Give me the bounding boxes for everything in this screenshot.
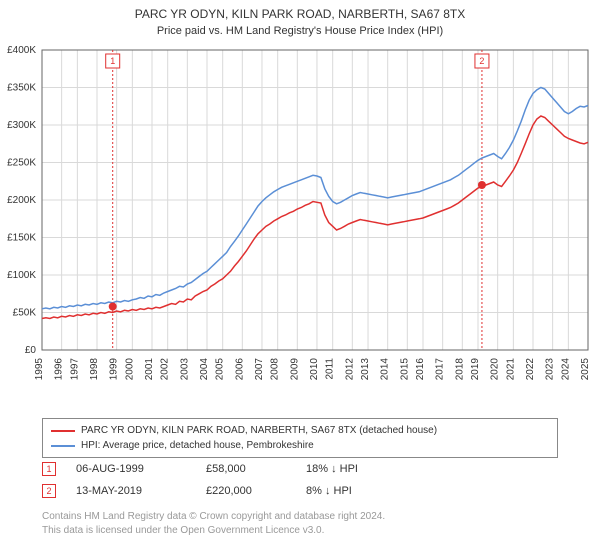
svg-text:2022: 2022 bbox=[525, 358, 536, 381]
legend-swatch bbox=[51, 430, 75, 432]
event-marker-icon: 2 bbox=[42, 484, 56, 498]
chart-svg: £0 £50K £100K £150K £200K £250K £300K £350K £400… bbox=[0, 40, 600, 410]
svg-text:£350K: £350K bbox=[7, 83, 36, 94]
legend-label: PARC YR ODYN, KILN PARK ROAD, NARBERTH, … bbox=[81, 423, 437, 438]
svg-text:2018: 2018 bbox=[454, 358, 465, 381]
event-pct: 18% ↓ HPI bbox=[306, 463, 386, 475]
event-date: 13-MAY-2019 bbox=[76, 485, 206, 497]
svg-text:2024: 2024 bbox=[560, 358, 571, 381]
footer-attribution: Contains HM Land Registry data © Crown c… bbox=[42, 510, 385, 538]
svg-text:1: 1 bbox=[110, 56, 115, 66]
svg-text:1996: 1996 bbox=[54, 358, 65, 381]
svg-text:2017: 2017 bbox=[435, 358, 446, 381]
legend-row: HPI: Average price, detached house, Pemb… bbox=[51, 438, 549, 453]
event-price: £58,000 bbox=[206, 463, 306, 475]
event-row: 1 06-AUG-1999 £58,000 18% ↓ HPI bbox=[42, 458, 386, 480]
svg-text:2019: 2019 bbox=[470, 358, 481, 381]
svg-text:2020: 2020 bbox=[490, 358, 501, 381]
svg-text:2013: 2013 bbox=[360, 358, 371, 381]
svg-text:1995: 1995 bbox=[34, 358, 45, 381]
footer-line: Contains HM Land Registry data © Crown c… bbox=[42, 510, 385, 524]
svg-text:2025: 2025 bbox=[580, 358, 591, 381]
chart-title: PARC YR ODYN, KILN PARK ROAD, NARBERTH, … bbox=[0, 0, 600, 23]
svg-text:£250K: £250K bbox=[7, 158, 36, 169]
svg-text:2023: 2023 bbox=[545, 358, 556, 381]
svg-text:2008: 2008 bbox=[270, 358, 281, 381]
event-price: £220,000 bbox=[206, 485, 306, 497]
svg-text:2006: 2006 bbox=[234, 358, 245, 381]
svg-text:2011: 2011 bbox=[325, 358, 336, 380]
svg-text:1998: 1998 bbox=[89, 358, 100, 381]
legend-label: HPI: Average price, detached house, Pemb… bbox=[81, 438, 314, 453]
svg-text:2010: 2010 bbox=[309, 358, 320, 381]
legend-box: PARC YR ODYN, KILN PARK ROAD, NARBERTH, … bbox=[42, 418, 558, 458]
svg-text:£150K: £150K bbox=[7, 233, 36, 244]
svg-text:2007: 2007 bbox=[254, 358, 265, 381]
event-marker-icon: 1 bbox=[42, 462, 56, 476]
svg-text:£100K: £100K bbox=[7, 270, 36, 281]
svg-text:2004: 2004 bbox=[199, 358, 210, 381]
footer-line: This data is licensed under the Open Gov… bbox=[42, 524, 385, 538]
events-table: 1 06-AUG-1999 £58,000 18% ↓ HPI 2 13-MAY… bbox=[42, 458, 386, 502]
svg-text:£300K: £300K bbox=[7, 120, 36, 131]
svg-text:2000: 2000 bbox=[124, 358, 135, 381]
chart-container: PARC YR ODYN, KILN PARK ROAD, NARBERTH, … bbox=[0, 0, 600, 560]
svg-text:£50K: £50K bbox=[13, 308, 37, 319]
svg-text:2012: 2012 bbox=[344, 358, 355, 381]
chart-subtitle: Price paid vs. HM Land Registry's House … bbox=[0, 23, 600, 37]
svg-text:2005: 2005 bbox=[215, 358, 226, 381]
svg-text:£200K: £200K bbox=[7, 195, 36, 206]
svg-text:2003: 2003 bbox=[179, 358, 190, 381]
svg-text:2014: 2014 bbox=[380, 358, 391, 381]
legend-swatch bbox=[51, 445, 75, 447]
chart-plot-area: £0 £50K £100K £150K £200K £250K £300K £350K £400… bbox=[0, 40, 600, 410]
event-row: 2 13-MAY-2019 £220,000 8% ↓ HPI bbox=[42, 480, 386, 502]
event-date: 06-AUG-1999 bbox=[76, 463, 206, 475]
svg-text:1999: 1999 bbox=[109, 358, 120, 381]
svg-text:2001: 2001 bbox=[144, 358, 155, 381]
svg-text:2002: 2002 bbox=[160, 358, 171, 381]
event-pct: 8% ↓ HPI bbox=[306, 485, 386, 497]
svg-text:2021: 2021 bbox=[505, 358, 516, 381]
svg-text:£0: £0 bbox=[25, 345, 37, 356]
svg-text:2016: 2016 bbox=[415, 358, 426, 381]
svg-text:£400K: £400K bbox=[7, 45, 36, 56]
svg-text:2: 2 bbox=[479, 56, 484, 66]
legend-row: PARC YR ODYN, KILN PARK ROAD, NARBERTH, … bbox=[51, 423, 549, 438]
svg-text:1997: 1997 bbox=[69, 358, 80, 381]
svg-text:2015: 2015 bbox=[399, 358, 410, 381]
svg-text:2009: 2009 bbox=[289, 358, 300, 381]
